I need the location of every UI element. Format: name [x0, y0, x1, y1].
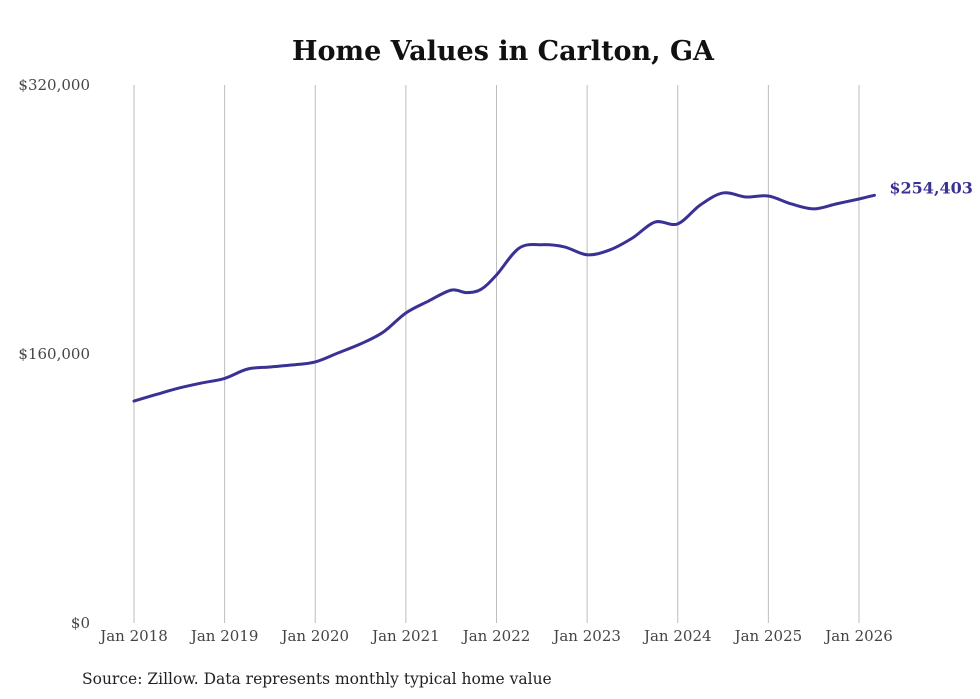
series-line-home-value	[132, 191, 876, 403]
x-tick-label: Jan 2021	[370, 627, 440, 645]
x-tick-label: Jan 2019	[189, 627, 259, 645]
end-value-label: $254,403	[889, 178, 973, 197]
y-tick-label: $0	[71, 614, 90, 632]
y-tick-label: $160,000	[18, 345, 90, 363]
x-tick-label: Jan 2020	[279, 627, 349, 645]
chart-title: Home Values in Carlton, GA	[292, 36, 715, 67]
y-tick-label: $320,000	[18, 76, 90, 94]
x-tick-label: Jan 2026	[823, 627, 893, 645]
x-tick-label: Jan 2023	[551, 627, 621, 645]
x-tick-label: Jan 2024	[642, 627, 712, 645]
x-tick-label: Jan 2018	[98, 627, 168, 645]
x-tick-label: Jan 2022	[461, 627, 531, 645]
x-tick-label: Jan 2025	[733, 627, 803, 645]
source-note: Source: Zillow. Data represents monthly …	[82, 670, 552, 688]
